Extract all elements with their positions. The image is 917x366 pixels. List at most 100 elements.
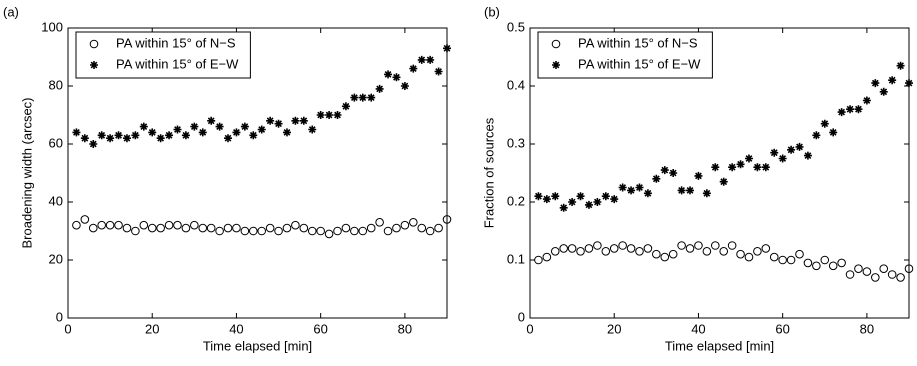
data-point	[198, 223, 208, 233]
data-point	[829, 128, 838, 137]
data-point	[862, 96, 871, 105]
data-point	[223, 223, 233, 233]
legend-marker	[90, 61, 98, 69]
data-point	[282, 223, 292, 233]
data-point	[677, 241, 686, 250]
data-point	[89, 140, 98, 148]
data-point	[837, 258, 846, 268]
data-point	[896, 61, 905, 70]
data-point	[862, 267, 872, 276]
data-point	[240, 122, 249, 131]
data-point	[165, 131, 174, 140]
y-tick-label: 60	[49, 135, 63, 150]
data-point	[542, 195, 551, 204]
data-point	[207, 116, 216, 125]
plot-frame	[529, 27, 910, 319]
data-point	[215, 122, 224, 131]
data-point	[753, 163, 762, 172]
data-point	[350, 93, 359, 102]
data-point	[559, 244, 568, 253]
data-point	[198, 128, 207, 137]
x-tick-label: 60	[775, 321, 789, 336]
data-point	[744, 252, 754, 262]
data-point	[904, 264, 914, 274]
data-point	[668, 249, 678, 259]
data-point	[820, 119, 829, 128]
data-point	[375, 218, 384, 227]
x-tick-label: 40	[691, 321, 705, 336]
data-point	[274, 119, 283, 128]
data-point	[837, 108, 846, 117]
data-point	[534, 192, 543, 201]
data-point	[905, 79, 913, 88]
data-point	[593, 241, 602, 250]
data-point	[787, 145, 796, 154]
legend-marker	[89, 39, 99, 49]
data-point	[601, 247, 611, 256]
data-point	[434, 67, 443, 76]
data-point	[181, 131, 190, 140]
data-point	[736, 160, 745, 169]
data-point	[896, 273, 905, 282]
data-point	[417, 223, 427, 233]
data-point	[694, 241, 703, 250]
data-point	[534, 255, 543, 265]
data-point	[719, 177, 728, 186]
data-point	[626, 244, 636, 253]
data-point	[559, 203, 568, 212]
data-point	[710, 241, 720, 250]
data-point	[400, 82, 409, 90]
data-point	[265, 223, 275, 233]
data-point	[206, 223, 216, 233]
data-point	[257, 226, 267, 236]
data-point	[181, 223, 191, 233]
data-point	[618, 241, 627, 250]
data-point	[426, 55, 435, 64]
data-point	[375, 84, 384, 93]
y-tick-label: 0.2	[507, 193, 525, 208]
panel-label: (a)	[3, 4, 19, 19]
data-point	[812, 261, 821, 271]
data-point	[248, 226, 258, 236]
y-tick-label: 80	[49, 77, 63, 92]
x-tick-label: 40	[229, 321, 243, 336]
data-point	[871, 273, 880, 282]
x-tick-label: 80	[860, 321, 874, 336]
data-point	[139, 122, 148, 131]
data-point	[635, 247, 644, 256]
legend-marker	[552, 61, 560, 69]
data-point	[601, 192, 610, 201]
data-point	[887, 270, 897, 279]
data-point	[669, 169, 678, 177]
data-point	[786, 255, 796, 265]
data-point	[609, 244, 619, 253]
data-point	[584, 244, 594, 253]
y-tick-label: 0.4	[507, 77, 525, 92]
data-point	[316, 226, 325, 236]
data-point	[215, 226, 224, 236]
data-point	[105, 220, 115, 230]
y-axis-label: Broadening width (arcsec)	[19, 97, 34, 248]
data-point	[156, 134, 165, 143]
data-point	[266, 116, 275, 125]
data-point	[291, 220, 300, 230]
data-point	[879, 264, 889, 274]
data-point	[316, 111, 325, 119]
data-point	[72, 220, 81, 230]
data-point	[341, 102, 350, 111]
plot-frame	[67, 27, 448, 319]
data-point	[139, 220, 149, 230]
data-point	[425, 226, 435, 236]
data-point	[820, 255, 830, 265]
data-point	[131, 226, 140, 236]
y-tick-label: 0.3	[507, 135, 525, 150]
data-point	[274, 226, 283, 236]
data-point	[173, 220, 182, 230]
x-tick-label: 0	[64, 321, 71, 336]
data-point	[761, 244, 771, 253]
data-point	[80, 134, 89, 143]
x-axis-label: Time elapsed [min]	[665, 338, 774, 353]
data-point	[542, 252, 552, 262]
legend-box	[75, 31, 251, 79]
